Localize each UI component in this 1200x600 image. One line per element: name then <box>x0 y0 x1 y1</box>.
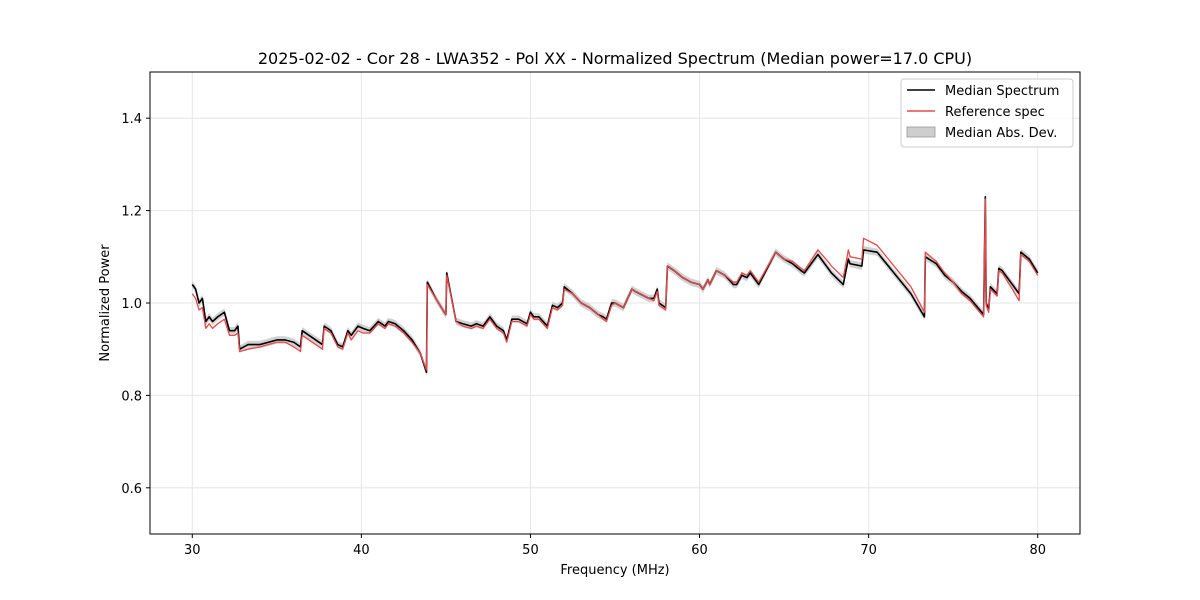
reference-spec-line <box>191 198 1039 371</box>
legend-mad-label: Median Abs. Dev. <box>945 126 1057 141</box>
legend-median-spectrum-label: Median Spectrum <box>945 84 1059 99</box>
legend-mad-swatch <box>906 126 936 138</box>
y-axis-label: Normalized Power <box>98 244 113 362</box>
x-tick-label: 60 <box>691 543 708 558</box>
legend-box <box>900 78 1074 148</box>
chart-title: 2025-02-02 - Cor 28 - LWA352 - Pol XX - … <box>258 49 972 68</box>
y-tick-label: 1.4 <box>121 112 142 127</box>
legend: Median Spectrum Reference spec Median Ab… <box>900 78 1074 148</box>
x-tick-label: 40 <box>353 543 370 558</box>
legend-reference-spec-label: Reference spec <box>945 105 1045 120</box>
x-tick-label: 80 <box>1029 543 1046 558</box>
series-lines <box>191 195 1039 374</box>
x-tick-label: 70 <box>860 543 877 558</box>
y-tick-label: 0.6 <box>121 482 142 497</box>
x-tick-label: 50 <box>522 543 539 558</box>
axis-ticks: 30 40 50 60 70 80 0.6 0.8 1.0 1.2 1.4 <box>121 112 1046 558</box>
x-tick-label: 30 <box>184 543 201 558</box>
plot-frame <box>149 71 1081 535</box>
y-tick-label: 1.0 <box>121 297 142 312</box>
y-tick-label: 0.8 <box>121 389 142 404</box>
x-axis-label: Frequency (MHz) <box>560 563 669 578</box>
y-tick-label: 1.2 <box>121 205 142 220</box>
